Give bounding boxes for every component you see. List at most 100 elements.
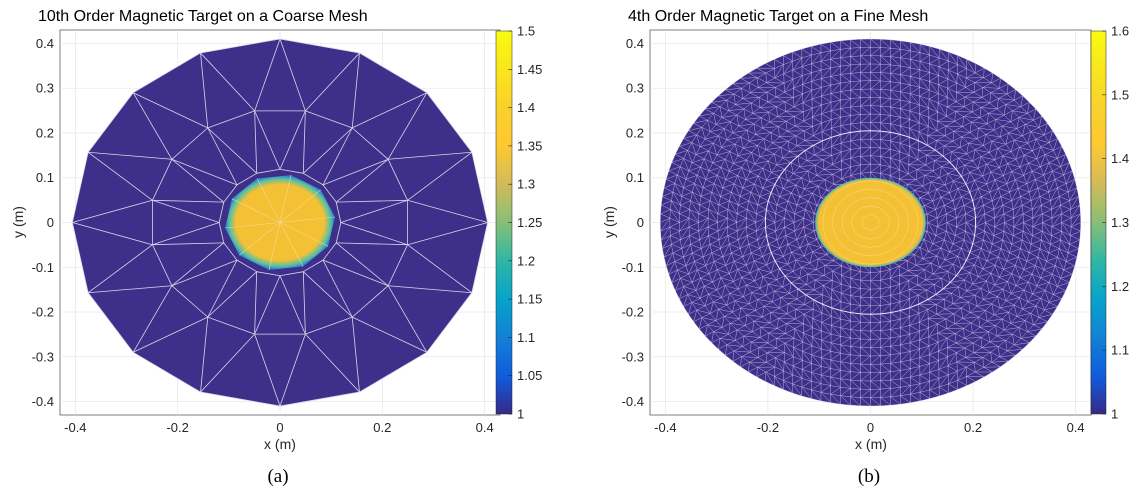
mesh-edge bbox=[335, 242, 389, 287]
mesh-edge bbox=[335, 202, 342, 223]
x-tick-label: -0.2 bbox=[166, 420, 188, 435]
mesh-edge bbox=[302, 271, 306, 335]
mesh-edge bbox=[254, 38, 281, 112]
target-mesh-edge bbox=[256, 178, 281, 223]
colorbar-tick-label: 1.4 bbox=[1111, 151, 1129, 166]
x-tick-label: -0.4 bbox=[64, 420, 86, 435]
mesh-edge bbox=[72, 222, 153, 246]
mesh-edge bbox=[132, 351, 201, 393]
target-mesh-edge bbox=[239, 222, 281, 256]
y-tick-label: 0 bbox=[47, 215, 54, 230]
y-ticks-a: 0.4 0.3 0.2 0.1 0 -0.1 -0.2 -0.3 -0.4 bbox=[32, 36, 54, 409]
y-tick-label: 0.2 bbox=[626, 125, 644, 140]
mesh-edge bbox=[279, 391, 360, 407]
colorbar-tick-label: 1 bbox=[517, 407, 524, 422]
mesh-edge bbox=[152, 242, 224, 246]
y-tick-label: 0.2 bbox=[36, 125, 54, 140]
mesh-edge bbox=[407, 222, 488, 246]
mesh-edge bbox=[305, 52, 360, 112]
mesh-edge bbox=[388, 151, 472, 160]
mesh-edge bbox=[132, 92, 173, 160]
colorbar-ticks-a: 1.5 1.45 1.4 1.35 1.3 1.25 1.2 1.15 1.1 1.05 1 bbox=[508, 24, 542, 422]
mesh-edge bbox=[171, 285, 209, 318]
mesh-edge bbox=[305, 110, 353, 129]
mesh-edge bbox=[279, 333, 306, 407]
refinement-ring bbox=[764, 130, 977, 315]
colorbar-tick-label: 1.2 bbox=[517, 253, 535, 268]
y-tick-label: 0.1 bbox=[36, 170, 54, 185]
mesh-edge bbox=[254, 110, 258, 174]
caption-b: (b) bbox=[858, 466, 880, 487]
mesh-edge bbox=[351, 285, 389, 318]
mesh-edge bbox=[71, 152, 89, 223]
colorbar-tick-label: 1.05 bbox=[517, 368, 542, 383]
mesh-edge bbox=[223, 184, 238, 203]
mesh-edge bbox=[88, 151, 172, 160]
mesh-edge bbox=[322, 259, 389, 287]
target-mesh-lines-b bbox=[822, 180, 919, 265]
mesh-edge bbox=[352, 92, 428, 129]
y-tick-label: -0.4 bbox=[32, 394, 54, 409]
target-mesh-edge bbox=[279, 222, 304, 267]
mesh-edge bbox=[336, 199, 408, 203]
colorbar-tick-label: 1 bbox=[1111, 407, 1118, 422]
mesh-edge bbox=[87, 92, 134, 153]
mesh-edge bbox=[200, 333, 255, 393]
mesh-edge bbox=[279, 38, 306, 112]
mesh-edge bbox=[335, 158, 389, 203]
colorbar-tick-label: 1.1 bbox=[1111, 343, 1129, 358]
mesh-edge bbox=[171, 127, 209, 160]
colorbar-tick-label: 1.3 bbox=[517, 177, 535, 192]
mesh-edge bbox=[388, 285, 472, 294]
target-mesh-edge bbox=[225, 222, 281, 229]
mesh-edge bbox=[152, 199, 224, 203]
y-tick-label: 0.4 bbox=[626, 36, 644, 51]
target-mesh-lines-a bbox=[225, 175, 335, 270]
mesh-edge bbox=[207, 316, 255, 335]
mesh-edge bbox=[303, 172, 324, 186]
mesh-edge bbox=[72, 199, 153, 223]
x-axis-label-b: x (m) bbox=[855, 436, 887, 452]
mesh-edge bbox=[132, 52, 201, 94]
mesh-edge bbox=[236, 172, 257, 186]
mesh-edge bbox=[471, 152, 489, 223]
mesh-edge bbox=[303, 259, 324, 273]
mesh-edge bbox=[352, 316, 428, 353]
mesh-edge bbox=[303, 271, 353, 318]
mesh-edge bbox=[351, 52, 360, 128]
mesh-edge bbox=[279, 168, 304, 174]
mesh-edge bbox=[322, 259, 353, 318]
y-axis-label-b: y (m) bbox=[601, 206, 617, 238]
mesh-edge bbox=[351, 127, 389, 160]
x-ticks-a: -0.4 -0.2 0 0.2 0.4 bbox=[64, 420, 494, 435]
target-mesh-path bbox=[822, 180, 919, 265]
mesh-edge bbox=[132, 92, 208, 129]
mesh-edge bbox=[303, 127, 353, 174]
mesh-edge bbox=[322, 158, 389, 186]
mesh-edge bbox=[305, 316, 353, 335]
mesh-edge bbox=[152, 222, 220, 246]
mesh-edge bbox=[387, 285, 428, 353]
mesh-edge bbox=[279, 271, 304, 277]
mesh-edge bbox=[171, 259, 238, 287]
mesh-edge bbox=[305, 333, 360, 393]
colorbar-tick-label: 1.5 bbox=[517, 24, 535, 39]
mesh-edge bbox=[152, 244, 173, 286]
mesh-edge bbox=[87, 244, 153, 294]
colorbar-tick-label: 1.1 bbox=[517, 330, 535, 345]
mesh-edge bbox=[359, 351, 428, 393]
colorbar-tick-label: 1.35 bbox=[517, 138, 542, 153]
x-tick-label: 0.2 bbox=[964, 420, 982, 435]
x-tick-label: 0 bbox=[867, 420, 874, 435]
mesh-edge bbox=[322, 184, 337, 203]
x-tick-label: 0.4 bbox=[1067, 420, 1085, 435]
colorbar-tick-label: 1.4 bbox=[517, 100, 535, 115]
target-mesh-edge bbox=[279, 216, 335, 223]
mesh-edge bbox=[200, 391, 281, 407]
colorbar-tick-label: 1.5 bbox=[1111, 87, 1129, 102]
y-tick-label: 0.3 bbox=[36, 81, 54, 96]
mesh-edge bbox=[88, 285, 172, 294]
x-axis-label-a: x (m) bbox=[264, 436, 296, 452]
chart-b-title: 4th Order Magnetic Target on a Fine Mesh bbox=[628, 8, 928, 25]
